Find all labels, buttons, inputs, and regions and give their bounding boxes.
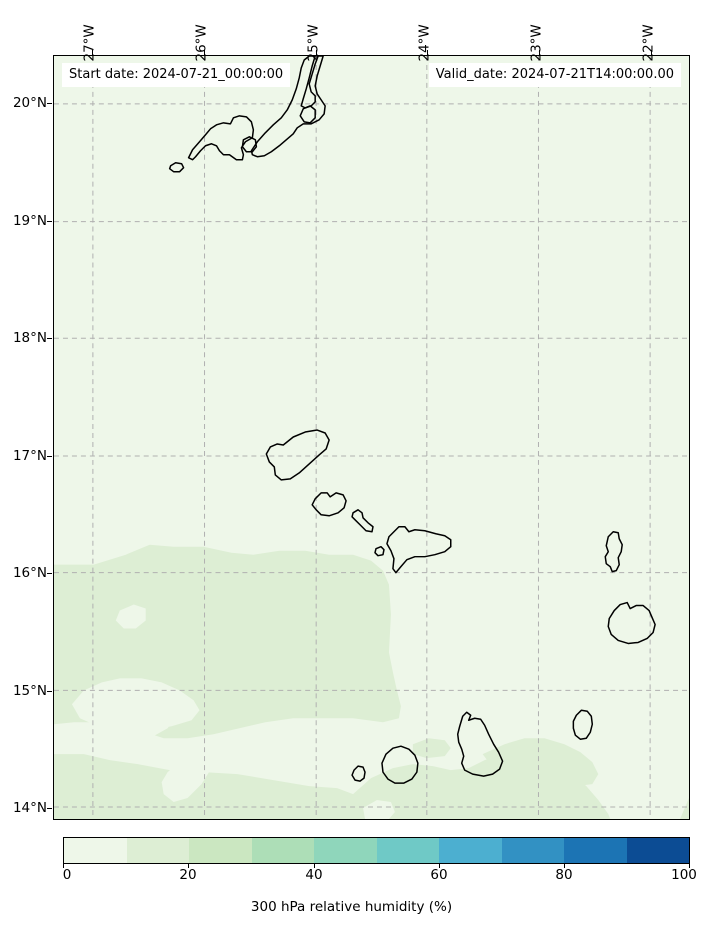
coastline-santiago bbox=[456, 711, 504, 777]
lat-tick-mark-16n bbox=[47, 573, 52, 574]
coastline-santa-luzia bbox=[351, 509, 374, 533]
colorbar-tick-label-0: 0 bbox=[62, 867, 72, 883]
coastline-maio bbox=[572, 709, 594, 740]
lat-tick-label-14n: 14°N bbox=[12, 800, 47, 816]
coastline-northeast-island bbox=[250, 56, 326, 158]
coastline-inner-oval-nw bbox=[241, 136, 258, 153]
colorbar-band-10-20 bbox=[126, 838, 189, 863]
humidity-band-10-20-patch-d bbox=[680, 798, 689, 819]
coastline-fogo bbox=[381, 745, 419, 784]
coastline-ilheu-branco bbox=[374, 545, 385, 557]
lon-tick-label-24w: 24°W bbox=[416, 24, 433, 62]
lon-tick-label-25w: 25°W bbox=[305, 24, 322, 62]
humidity-band-10-20-south bbox=[54, 754, 366, 819]
colorbar[interactable] bbox=[63, 837, 690, 864]
map-gridlines bbox=[54, 56, 689, 819]
colorbar-tick-mark-0 bbox=[63, 864, 64, 868]
colorbar-band-50-60 bbox=[376, 838, 439, 863]
lat-tick-mark-14n bbox=[47, 808, 52, 809]
humidity-hole-south-b bbox=[363, 800, 395, 819]
map-axes[interactable]: Start date: 2024-07-21_00:00:00 Valid_da… bbox=[53, 55, 690, 820]
lat-tick-label-18n: 18°N bbox=[12, 330, 47, 346]
lat-tick-mark-20n bbox=[47, 103, 52, 104]
coastline-northwest-island bbox=[187, 115, 255, 161]
colorbar-tick-mark-40 bbox=[314, 864, 315, 868]
colorbar-tick-mark-20 bbox=[188, 864, 189, 868]
lon-tick-mark-24w bbox=[427, 50, 428, 55]
colorbar-band-90-100 bbox=[626, 838, 689, 863]
colorbar-band-70-80 bbox=[501, 838, 564, 863]
coastline-islet-west bbox=[168, 161, 185, 173]
humidity-hole-west-b bbox=[109, 702, 176, 745]
lat-tick-mark-15n bbox=[47, 691, 52, 692]
lat-tick-label-15n: 15°N bbox=[12, 683, 47, 699]
lon-tick-label-22w: 22°W bbox=[640, 24, 657, 62]
lon-tick-mark-23w bbox=[539, 50, 540, 55]
humidity-hole-west-c bbox=[115, 604, 146, 629]
coastline-santo-antao bbox=[265, 429, 330, 481]
humidity-hole-south-d bbox=[468, 738, 485, 755]
humidity-band-10-20-patch-a bbox=[412, 738, 451, 759]
lon-tick-label-26w: 26°W bbox=[193, 24, 210, 62]
humidity-band-10-20-patch-c bbox=[530, 782, 577, 819]
coastline-inner-oval-ne bbox=[299, 105, 316, 124]
humidity-band-10-20-patch-b bbox=[462, 780, 509, 807]
lon-tick-label-27w: 27°W bbox=[81, 24, 98, 62]
lon-tick-mark-25w bbox=[316, 50, 317, 55]
coastlines bbox=[168, 56, 656, 784]
lat-tick-mark-19n bbox=[47, 221, 52, 222]
colorbar-band-0-10 bbox=[64, 838, 127, 863]
colorbar-tick-label-80: 80 bbox=[555, 867, 573, 883]
colorbar-axis-label: 300 hPa relative humidity (%) bbox=[250, 899, 453, 915]
colorbar-band-30-40 bbox=[251, 838, 314, 863]
colorbar-tick-mark-80 bbox=[564, 864, 565, 868]
colorbar-band-20-30 bbox=[189, 838, 252, 863]
lat-tick-label-19n: 19°N bbox=[12, 213, 47, 229]
colorbar-tick-label-100: 100 bbox=[671, 867, 697, 883]
start-date-annotation: Start date: 2024-07-21_00:00:00 bbox=[62, 63, 291, 87]
humidity-hole-south-a bbox=[161, 754, 212, 803]
valid-date-annotation: Valid_date: 2024-07-21T14:00:00.00 bbox=[428, 63, 681, 87]
lon-tick-mark-27w bbox=[92, 50, 93, 55]
colorbar-band-60-70 bbox=[439, 838, 502, 863]
lon-tick-mark-26w bbox=[204, 50, 205, 55]
lon-tick-label-23w: 23°W bbox=[528, 24, 545, 62]
colorbar-tick-label-60: 60 bbox=[430, 867, 448, 883]
coastline-sao-nicolau bbox=[386, 526, 452, 574]
lat-tick-mark-17n bbox=[47, 456, 52, 457]
lat-tick-label-17n: 17°N bbox=[12, 448, 47, 464]
lat-tick-label-20n: 20°N bbox=[12, 95, 47, 111]
coastline-brava bbox=[351, 765, 366, 782]
colorbar-tick-mark-60 bbox=[439, 864, 440, 868]
lon-tick-mark-22w bbox=[651, 50, 652, 55]
colorbar-band-80-90 bbox=[564, 838, 627, 863]
lat-tick-mark-18n bbox=[47, 338, 52, 339]
colorbar-tick-label-40: 40 bbox=[305, 867, 323, 883]
colorbar-tick-mark-100 bbox=[689, 864, 690, 868]
coastline-sal bbox=[604, 531, 623, 573]
colorbar-band-40-50 bbox=[314, 838, 377, 863]
map-plot-area bbox=[54, 56, 689, 819]
coastline-sao-vicente bbox=[311, 492, 347, 517]
colorbar-tick-label-20: 20 bbox=[179, 867, 197, 883]
coastline-boa-vista bbox=[607, 601, 656, 645]
lat-tick-label-16n: 16°N bbox=[12, 565, 47, 581]
humidity-band-10-20-southeast bbox=[482, 738, 599, 787]
